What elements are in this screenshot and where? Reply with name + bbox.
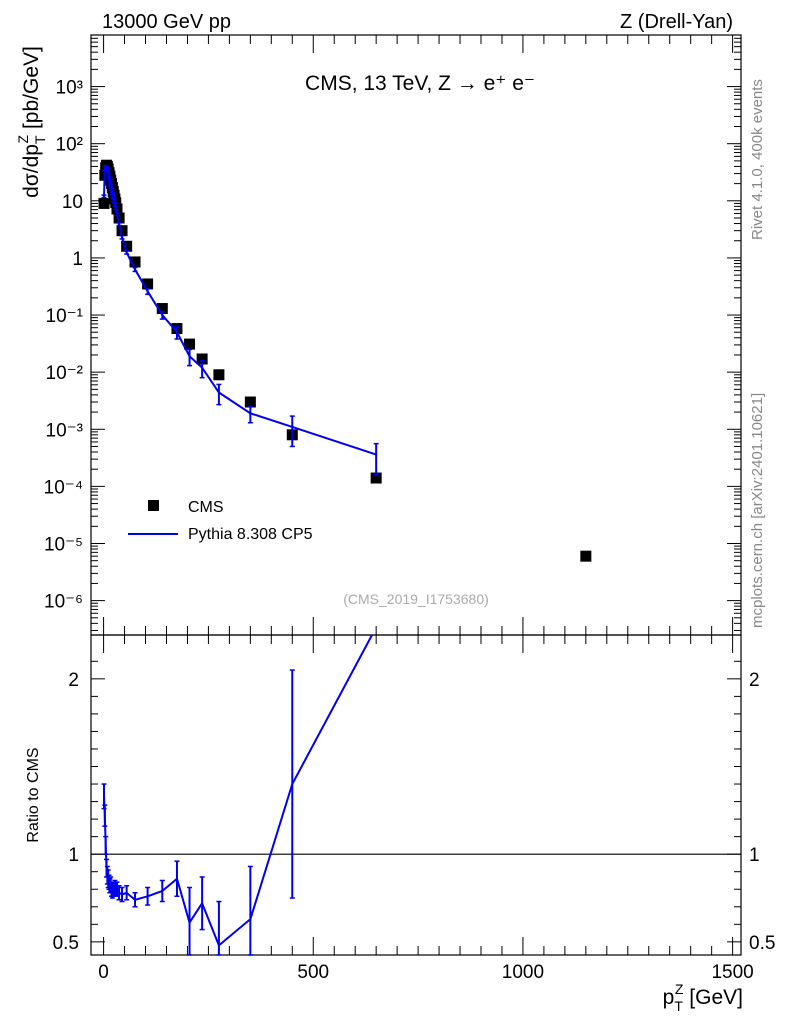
y-tick-label: 1 <box>72 249 83 270</box>
ratio-y-axis-label: Ratio to CMS <box>25 747 42 842</box>
y-tick-label: 10² <box>56 135 83 156</box>
y-tick-label: 10 <box>62 192 83 213</box>
rivet-label: Rivet 4.1.0, 400k events <box>749 79 766 240</box>
y-tick-label: 10⁻⁶ <box>44 592 83 613</box>
cms-data-point <box>142 278 154 290</box>
cms-data-point <box>121 240 133 252</box>
x-tick-label: 500 <box>297 962 329 983</box>
main-y-axis-label: dσ/dpTZ [pb/GeV] <box>15 46 48 198</box>
ratio-axis-ticks: 0 500 1000 1500 0.5 0.5 1 1 2 2 <box>53 635 775 983</box>
cms-data-point <box>196 353 208 365</box>
legend-cms-label: CMS <box>188 499 224 516</box>
x-tick-label: 1000 <box>502 962 544 983</box>
y-tick-label: 10⁻⁵ <box>44 534 83 555</box>
ratio-y-tick-label-right: 1 <box>749 845 760 866</box>
cms-data-point <box>213 369 225 381</box>
ratio-y-tick-label-right: 0.5 <box>749 933 775 954</box>
main-plot-data <box>98 159 592 562</box>
header-left: 13000 GeV pp <box>102 11 231 33</box>
header-right: Z (Drell-Yan) <box>620 11 733 33</box>
cms-data-point <box>244 396 256 408</box>
ratio-frame <box>90 634 742 956</box>
cms-data-point <box>184 338 196 350</box>
analysis-label: (CMS_2019_I1753680) <box>343 591 489 607</box>
ratio-y-tick-label-left: 0.5 <box>53 933 79 954</box>
y-tick-label: 10⁻⁴ <box>44 477 83 498</box>
legend: CMS Pythia 8.308 CP5 <box>128 499 313 543</box>
chart-title: CMS, 13 TeV, Z → e⁺ e⁻ <box>305 72 535 95</box>
ratio-plot-data <box>91 634 741 956</box>
x-tick-label: 0 <box>98 962 109 983</box>
mcplots-label: mcplots.cern.ch [arXiv:2401.10621] <box>749 393 766 628</box>
y-tick-label: 10⁻¹ <box>46 306 84 327</box>
ratio-y-tick-label-left: 2 <box>68 670 79 691</box>
cms-data-point <box>129 256 141 268</box>
y-tick-label: 10³ <box>56 78 83 99</box>
pythia-line <box>103 163 377 456</box>
y-tick-label: 10⁻² <box>46 363 84 384</box>
legend-pythia-label: Pythia 8.308 CP5 <box>188 526 313 543</box>
ratio-line <box>103 634 373 948</box>
cms-data-point <box>113 212 125 224</box>
main-axis-ticks: 10⁻⁶ 10⁻⁵ 10⁻⁴ 10⁻³ 10⁻² 10⁻¹ 1 10 10² 10³ <box>44 34 741 635</box>
ratio-y-tick-label-right: 2 <box>749 670 760 691</box>
cms-data-point <box>116 225 128 237</box>
x-tick-label: 1500 <box>711 962 753 983</box>
ratio-y-tick-label-left: 1 <box>68 845 79 866</box>
y-tick-label: 10⁻³ <box>46 420 84 441</box>
x-axis-label: pTZ [GeV] <box>663 981 743 1014</box>
main-frame <box>90 34 742 636</box>
cms-data-point <box>580 550 592 562</box>
cms-data-point <box>98 197 110 209</box>
legend-cms-marker <box>148 500 159 511</box>
cms-data-point <box>370 472 382 484</box>
cms-data-point <box>156 303 168 315</box>
